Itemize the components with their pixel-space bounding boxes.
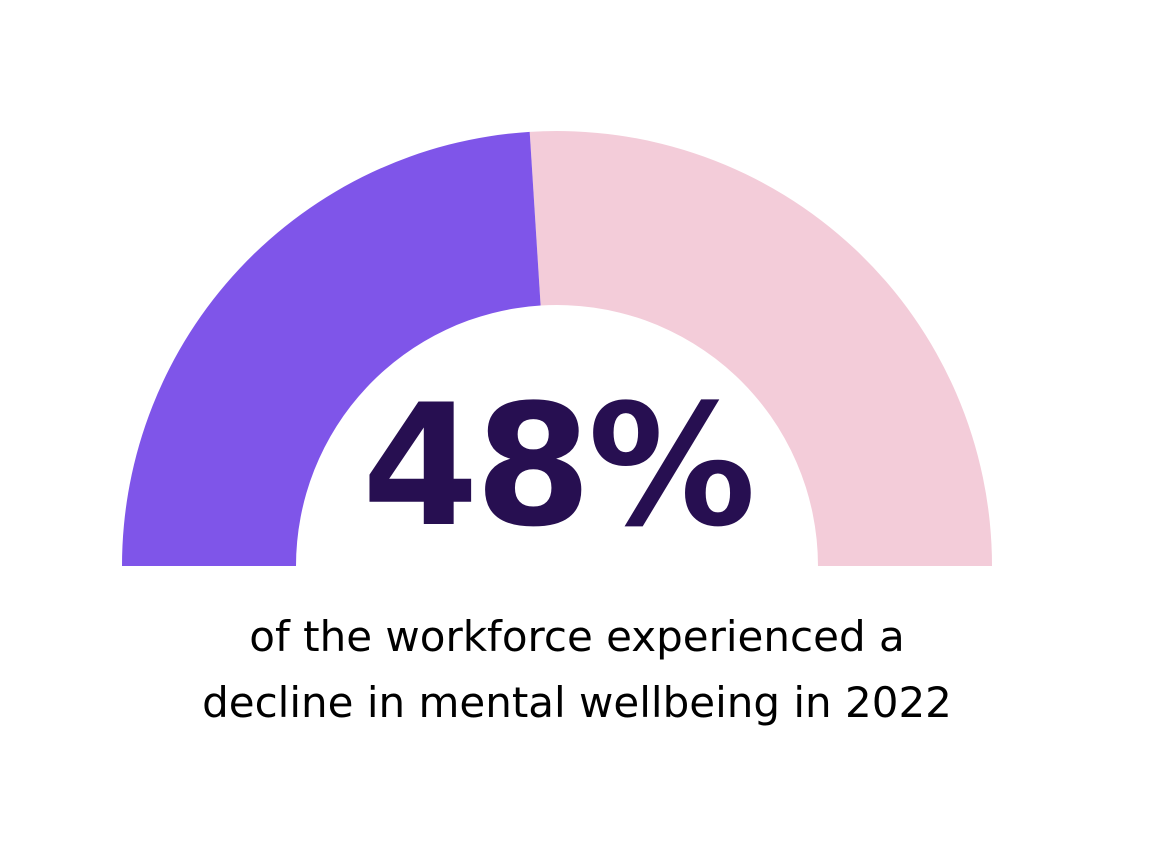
caption-line-1: of the workforce experienced a [249,612,905,661]
gauge-value-label: 48% [362,368,752,564]
gauge-filled-segment [122,131,541,567]
gauge-remaining-segment [529,131,992,566]
caption-line-2: decline in mental wellbeing in 2022 [202,678,952,727]
